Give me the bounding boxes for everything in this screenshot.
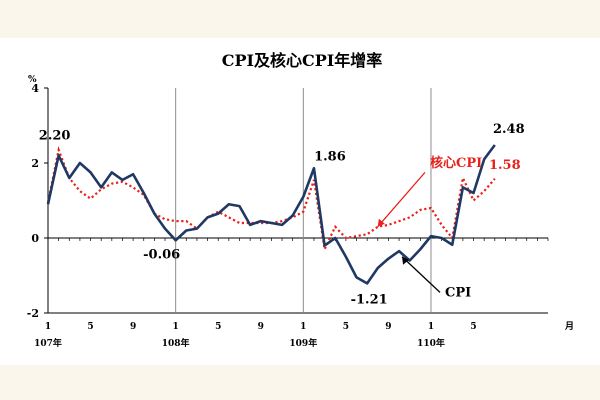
y-tick-label: -2 bbox=[27, 307, 39, 320]
year-label: 107年 bbox=[34, 337, 62, 349]
x-tick-label: 9 bbox=[258, 322, 264, 332]
x-tick-label: 1 bbox=[428, 322, 434, 332]
data-label: 2.20 bbox=[39, 129, 71, 144]
y-tick-label: 0 bbox=[31, 232, 39, 245]
x-tick-label: 5 bbox=[215, 322, 221, 332]
x-tick-label: 9 bbox=[130, 322, 136, 332]
year-label: 109年 bbox=[289, 337, 317, 349]
x-tick-label: 1 bbox=[300, 322, 306, 332]
chart-title: CPI及核心CPI年增率 bbox=[222, 51, 383, 70]
x-tick-label: 1 bbox=[173, 322, 179, 332]
data-label: 1.86 bbox=[314, 149, 346, 164]
series-label-core-cpi: 核心CPI bbox=[430, 155, 482, 171]
chart-card: CPI及核心CPI年增率 % 月 4 2 0 -2 1 5 9 1 5 9 1 5 9 1 5 107年 108… bbox=[0, 38, 600, 365]
x-tick-label: 5 bbox=[87, 322, 93, 332]
cpi-arrow bbox=[402, 257, 440, 293]
y-tick-label: 2 bbox=[31, 157, 39, 170]
series-cpi-line bbox=[48, 145, 495, 283]
x-tick-label: 9 bbox=[385, 322, 391, 332]
series-label-cpi: CPI bbox=[445, 285, 471, 300]
data-label: 2.48 bbox=[493, 122, 525, 137]
year-label: 110年 bbox=[417, 337, 445, 349]
year-label: 108年 bbox=[162, 337, 190, 349]
x-unit-label: 月 bbox=[564, 321, 574, 332]
x-tick-label: 5 bbox=[470, 322, 476, 332]
data-label: 1.58 bbox=[489, 158, 521, 173]
x-tick-label: 5 bbox=[343, 322, 349, 332]
x-tick-label: 1 bbox=[45, 322, 51, 332]
data-label: -0.06 bbox=[143, 247, 180, 262]
y-tick-label: 4 bbox=[31, 82, 39, 95]
data-label: -1.21 bbox=[351, 292, 388, 307]
core-cpi-arrow bbox=[378, 172, 425, 226]
series-core-cpi-line bbox=[48, 150, 495, 249]
